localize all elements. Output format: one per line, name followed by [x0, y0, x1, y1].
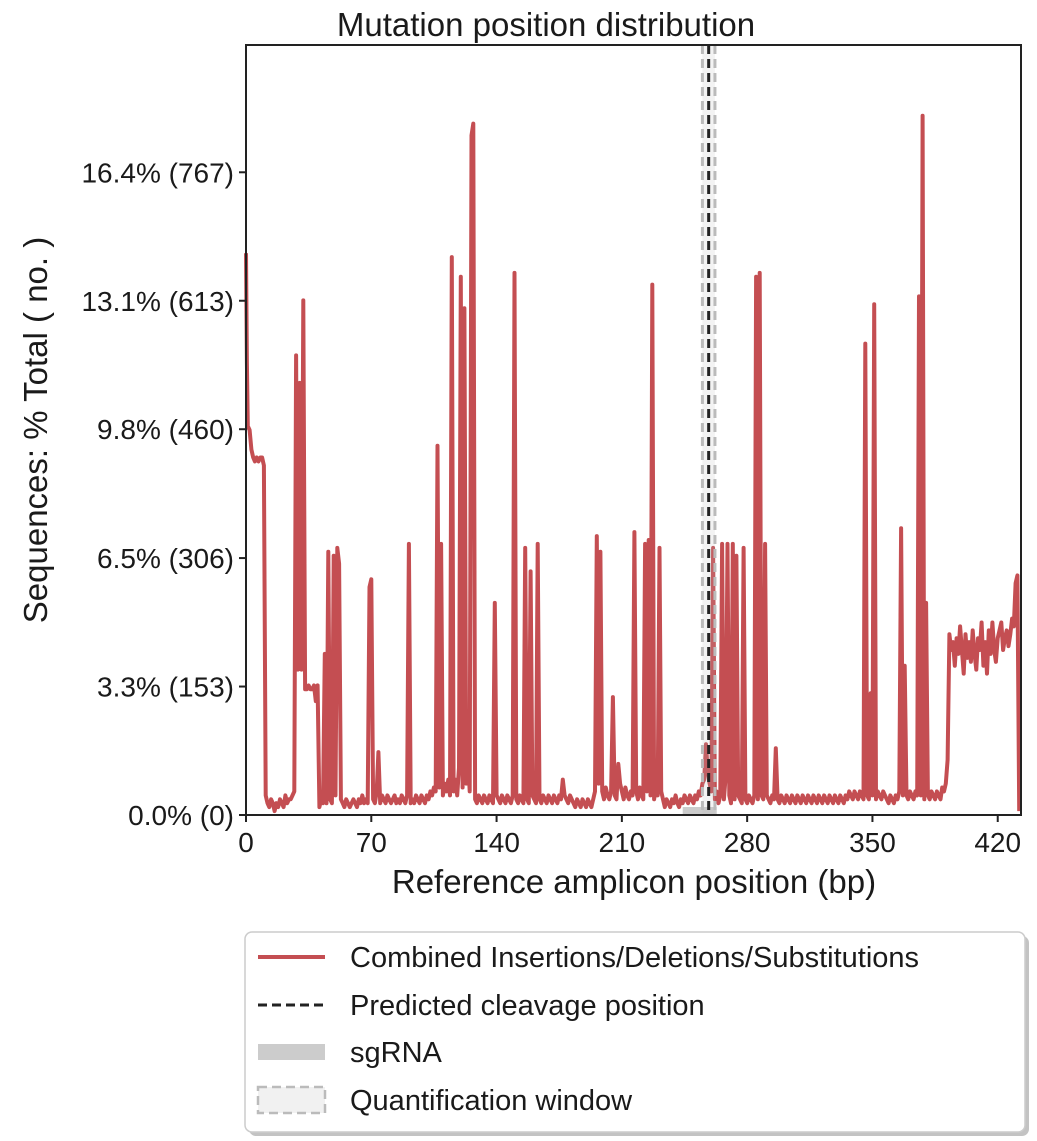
y-tick-label: 16.4% (767) — [81, 157, 234, 188]
series-layer — [244, 113, 1022, 814]
x-tick-label: 70 — [356, 827, 387, 858]
legend: Combined Insertions/Deletions/Substituti… — [244, 931, 1029, 1136]
legend-window-swatch — [256, 1085, 327, 1115]
y-tick-label: 3.3% (153) — [97, 672, 234, 703]
sgrna-band — [682, 807, 717, 815]
y-tick-label: 13.1% (613) — [81, 286, 234, 317]
legend-label: Combined Insertions/Deletions/Substituti… — [350, 942, 919, 974]
x-tick-label: 280 — [724, 827, 771, 858]
y-tick-label: 0.0% (0) — [128, 800, 234, 831]
x-tick-label: 420 — [974, 827, 1021, 858]
legend-label: Predicted cleavage position — [350, 990, 705, 1022]
legend-box — [244, 931, 1026, 1133]
y-axis: 0.0% (0) 3.3% (153) 6.5% (306) 9.8% (460) 13… — [81, 157, 246, 831]
y-axis-label: Sequences: % Total ( no. ) — [17, 237, 54, 623]
x-axis-label: Reference amplicon position (bp) — [392, 863, 876, 900]
legend-label: sgRNA — [350, 1037, 443, 1069]
x-tick-label: 0 — [238, 827, 254, 858]
x-axis: 0 70 140 210 280 350 420 — [238, 815, 1021, 858]
x-tick-label: 350 — [849, 827, 896, 858]
sgrna-bar — [682, 807, 717, 815]
x-tick-label: 210 — [599, 827, 646, 858]
series-combined-line — [244, 113, 1022, 814]
y-tick-label: 6.5% (306) — [97, 543, 234, 574]
x-tick-label: 140 — [473, 827, 520, 858]
chart-title: Mutation position distribution — [337, 6, 755, 43]
legend-sgrna-swatch — [258, 1044, 325, 1060]
legend-label: Quantification window — [350, 1085, 633, 1117]
y-tick-label: 9.8% (460) — [97, 414, 234, 445]
